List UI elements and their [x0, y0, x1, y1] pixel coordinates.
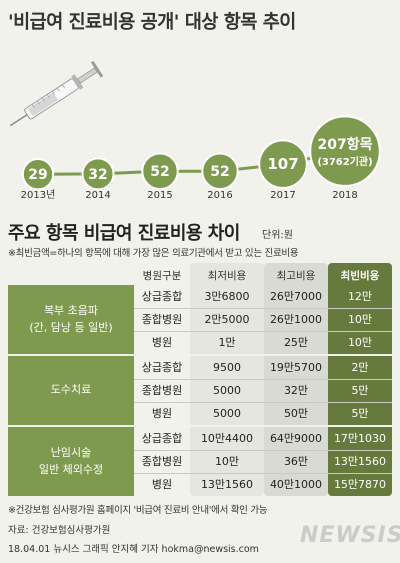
table-row: 종합병원 10만 36만 13만1560 [134, 450, 392, 473]
point-sublabel: (3762기관) [317, 155, 372, 168]
point-value-label: 207항목 [318, 136, 373, 153]
table-row: 병원 5000 50만 5만 [134, 402, 392, 425]
x-tick-label: 2013년 [21, 189, 56, 201]
hospital-type-cell: 상급종합 [141, 290, 183, 303]
max-cost-cell: 32만 [283, 384, 309, 397]
max-cost-cell: 26만1000 [269, 313, 323, 326]
group-label-line: (간, 담낭 등 일반) [29, 320, 113, 334]
line-chart: 29 2013년 32 2014 52 2015 52 2016 107 2017 207항목 (37… [9, 60, 381, 201]
group-label: 복부 초음파 (간, 담낭 등 일반) [8, 285, 134, 354]
mode-cost-cell: 15만7870 [333, 478, 387, 491]
max-cost-cell: 40만1000 [269, 478, 323, 491]
chart-title: '비급여 진료비용 공개' 대상 항목 추이 [8, 12, 296, 33]
max-cost-cell: 25만 [283, 336, 309, 349]
row-divider [134, 402, 392, 403]
header-max-cost: 최고비용 [276, 270, 316, 282]
table-title: 주요 항목 비급여 진료비용 차이 [8, 223, 240, 244]
table-row: 상급종합 10만4400 64만9000 17만1030 [134, 427, 392, 450]
row-divider [134, 379, 392, 380]
mode-cost-cell: 5만 [351, 384, 369, 397]
x-tick-label: 2016 [207, 190, 232, 201]
max-cost-cell: 36만 [283, 455, 309, 468]
x-tick-label: 2017 [270, 190, 295, 201]
syringe-illustration [9, 60, 104, 127]
mode-cost-cell: 10만 [347, 313, 373, 326]
header-mode-cost: 최빈비용 [340, 270, 380, 282]
cost-table: 병원구분 최저비용 최고비용 최빈비용 복부 초음파 (간, 담낭 등 일반) 상급… [8, 263, 392, 496]
group-label: 도수치료 [8, 356, 134, 425]
point-value-label: 52 [150, 164, 169, 180]
min-cost-cell: 10만4400 [200, 432, 254, 445]
mode-cost-cell: 5만 [351, 407, 369, 420]
hospital-type-cell: 병원 [151, 407, 173, 420]
hospital-type-cell: 종합병원 [141, 384, 183, 397]
group-label-line: 복부 초음파 [43, 304, 99, 317]
hospital-type-cell: 병원 [151, 336, 173, 349]
mode-cost-cell: 10만 [347, 336, 373, 349]
x-tick-label: 2014 [85, 190, 110, 201]
data-point-bubble [258, 139, 308, 189]
min-cost-cell: 5000 [213, 384, 241, 397]
point-value-label: 29 [28, 167, 47, 183]
min-cost-cell: 3만6800 [204, 290, 250, 303]
mode-cost-cell: 13만1560 [333, 455, 387, 468]
point-value-label: 52 [210, 164, 229, 180]
table-row: 상급종합 3만6800 26만7000 12만 [134, 285, 392, 308]
hospital-type-cell: 종합병원 [141, 455, 183, 468]
credit-label: 18.04.01 뉴시스 그래픽 안지혜 기자 hokma@newsis.com [8, 544, 259, 555]
min-cost-cell: 10만 [214, 455, 240, 468]
row-divider [134, 473, 392, 474]
hospital-type-cell: 상급종합 [141, 361, 183, 374]
max-cost-cell: 26만7000 [269, 290, 323, 303]
mode-note: ※최빈금액=하나의 항목에 대해 가장 많은 의료기관에서 받고 있는 진료비용 [8, 248, 299, 259]
max-cost-cell: 50만 [283, 407, 309, 420]
min-cost-cell: 5000 [213, 407, 241, 420]
data-point-bubble [81, 157, 115, 191]
data-point-bubble [141, 152, 179, 190]
point-value-label: 107 [267, 155, 298, 173]
data-point-bubble [21, 158, 55, 191]
min-cost-cell: 1만 [218, 336, 236, 349]
group-label-line: 난임시술 [50, 446, 92, 459]
table-row: 병원 13만1560 40만1000 15만7870 [134, 473, 392, 496]
hospital-type-cell: 병원 [151, 478, 173, 491]
hospital-type-cell: 종합병원 [141, 313, 183, 326]
unit-label: 단위:원 [262, 230, 293, 241]
group-divider [8, 354, 392, 356]
row-divider [134, 308, 392, 309]
data-point-bubble [309, 115, 381, 187]
row-divider [134, 331, 392, 332]
mode-cost-cell: 17만1030 [333, 432, 387, 445]
min-cost-cell: 2만5000 [204, 313, 250, 326]
header-min-cost: 최저비용 [207, 270, 247, 282]
mode-cost-cell: 12만 [347, 290, 373, 303]
group-divider [8, 425, 392, 427]
header-hospital-type: 병원구분 [142, 270, 182, 282]
max-cost-cell: 64만9000 [269, 432, 323, 445]
source-label: 자료: 건강보험심사평가원 [8, 525, 111, 536]
table-row: 종합병원 2만5000 26만1000 10만 [134, 308, 392, 331]
min-cost-cell: 13만1560 [200, 478, 254, 491]
newsis-logo: NEWSIS [300, 523, 400, 548]
mode-cost-cell: 2만 [351, 361, 369, 374]
hospital-type-cell: 상급종합 [141, 432, 183, 445]
max-cost-cell: 19만5700 [269, 361, 323, 374]
min-cost-cell: 9500 [213, 361, 241, 374]
row-divider [134, 450, 392, 451]
point-value-label: 32 [88, 167, 107, 183]
x-tick-label: 2015 [147, 190, 172, 201]
group-label-line: 도수치료 [50, 383, 92, 397]
data-point-bubble [201, 152, 239, 190]
x-tick-label: 2018 [332, 190, 357, 201]
table-row: 상급종합 9500 19만5700 2만 [134, 356, 392, 379]
table-row: 종합병원 5000 32만 5만 [134, 379, 392, 402]
group-label-line: 일반 체외수정 [38, 462, 104, 476]
footer-note: ※건강보험 심사평가원 홈페이지 '비급여 진료비 안내'에서 확인 가능 [8, 505, 268, 516]
table-row: 병원 1만 25만 10만 [134, 331, 392, 354]
